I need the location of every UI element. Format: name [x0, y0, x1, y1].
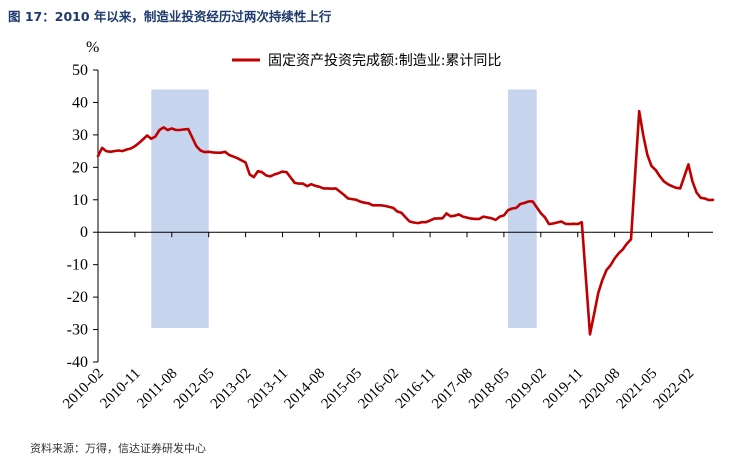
y-axis-label: % [86, 39, 99, 56]
series-line [96, 109, 715, 336]
source-note: 资料来源：万得，信达证券研发中心 [30, 442, 206, 455]
legend-label: 固定资产投资完成额:制造业:累计同比 [268, 53, 501, 69]
shaded-region-1 [151, 89, 209, 328]
y-tick-label: -20 [67, 289, 88, 306]
y-tick-label: -40 [67, 354, 88, 371]
x-tick-label: 2019-02 [503, 366, 550, 413]
y-tick-label: 50 [72, 62, 88, 79]
y-tick-label: 0 [80, 224, 88, 241]
figure-title: 图 17：2010 年以来，制造业投资经历过两次持续性上行 [8, 9, 332, 24]
x-tick-label: 2021-05 [614, 366, 661, 413]
x-tick-label: 2012-05 [171, 366, 218, 413]
x-tick-label: 2015-05 [318, 366, 365, 413]
legend: 固定资产投资完成额:制造业:累计同比 [232, 53, 501, 69]
y-tick-label: -30 [67, 322, 88, 339]
x-tick-label: 2010-02 [60, 366, 107, 413]
shaded-regions [151, 89, 537, 328]
y-tick-label: 30 [72, 127, 88, 144]
x-tick-label: 2022-02 [651, 366, 698, 413]
y-tick-label: 10 [72, 192, 88, 209]
y-tick-label: 20 [72, 159, 88, 176]
y-tick-label: 40 [72, 94, 88, 111]
x-tick-label: 2013-02 [208, 366, 255, 413]
x-tick-label: 2020-08 [577, 366, 624, 413]
x-tick-label: 2014-08 [282, 366, 329, 413]
y-tick-label: -10 [67, 257, 88, 274]
y-axis-ticks: 50 40 30 20 10 0 -10 -20 -30 -40 [67, 62, 98, 371]
x-tick-label: 2016-02 [355, 366, 402, 413]
x-tick-label: 2010-11 [97, 366, 143, 412]
x-tick-label: 2018-05 [466, 366, 513, 413]
x-tick-label: 2017-08 [429, 366, 476, 413]
